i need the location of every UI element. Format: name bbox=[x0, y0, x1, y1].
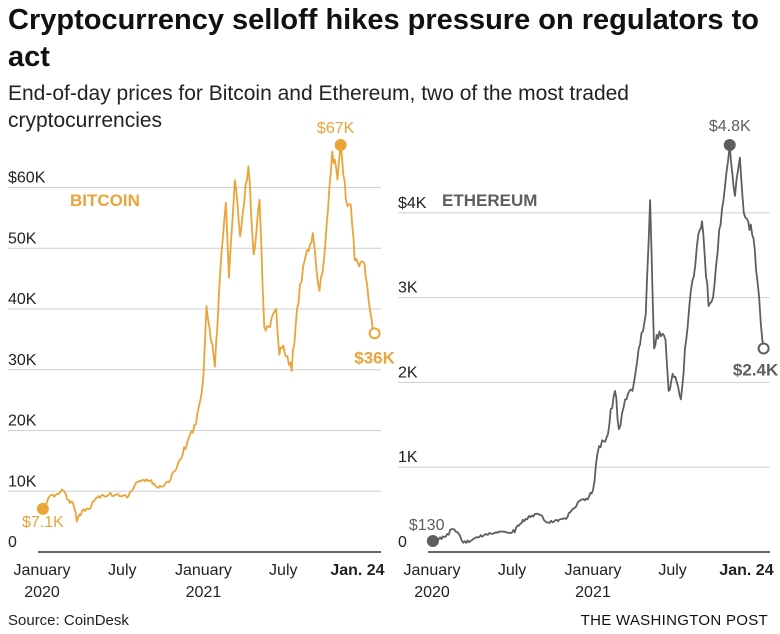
bitcoin-y-tick-label: 50K bbox=[8, 230, 37, 247]
bitcoin-x-tick-line: 2021 bbox=[186, 584, 222, 601]
bitcoin-x-tick-line: January bbox=[175, 562, 232, 579]
source-note: Source: CoinDesk bbox=[8, 612, 129, 629]
bitcoin-x-tick-line: July bbox=[108, 562, 136, 579]
ethereum-annotation-label: $2.4K bbox=[733, 361, 779, 380]
ethereum-y-tick-label: 0 bbox=[398, 534, 407, 551]
ethereum-y-tick-label: 1K bbox=[398, 449, 418, 466]
bitcoin-x-tick-line: Jan. 24 bbox=[330, 562, 384, 579]
ethereum-annotation-label: $130 bbox=[409, 517, 445, 534]
ethereum-x-tick-line: January bbox=[565, 562, 622, 579]
bitcoin-y-tick-label: 0 bbox=[8, 534, 17, 551]
bitcoin-series-label: BITCOIN bbox=[70, 191, 140, 210]
bitcoin-y-tick-label: 40K bbox=[8, 291, 37, 308]
headline: Cryptocurrency selloff hikes pressure on… bbox=[8, 4, 759, 73]
bitcoin-annotation-marker bbox=[368, 327, 381, 340]
ethereum-x-tick-label: July bbox=[658, 562, 686, 579]
bitcoin-y-tick-label: $60K bbox=[8, 170, 46, 187]
ethereum-x-tick-line: Jan. 24 bbox=[719, 562, 773, 579]
ethereum-price-line bbox=[431, 144, 765, 544]
ethereum-annotation-marker bbox=[723, 139, 736, 151]
ethereum-x-tick-line: 2020 bbox=[414, 584, 450, 601]
bitcoin-annotation-marker bbox=[36, 502, 49, 515]
bitcoin-y-tick-label: 10K bbox=[8, 473, 37, 490]
bitcoin-x-tick-line: 2020 bbox=[24, 584, 60, 601]
ethereum-y-tick-label: $4K bbox=[398, 195, 427, 212]
ethereum-x-tick-line: 2021 bbox=[575, 584, 611, 601]
bitcoin-x-tick-label: Jan. 24 bbox=[330, 562, 384, 579]
ethereum-x-tick-line: January bbox=[404, 562, 461, 579]
bitcoin-price-line bbox=[41, 144, 376, 523]
ethereum-x-tick-label: January 2020 bbox=[404, 562, 461, 601]
publisher-credit: THE WASHINGTON POST bbox=[580, 612, 768, 629]
ethereum-annotation-marker bbox=[426, 534, 439, 547]
ethereum-x-tick-label: July bbox=[498, 562, 526, 579]
ethereum-annotation-marker bbox=[757, 342, 770, 355]
bitcoin-x-tick-line: July bbox=[269, 562, 297, 579]
bitcoin-y-tick-label: 30K bbox=[8, 352, 37, 369]
bitcoin-x-tick-label: July bbox=[269, 562, 297, 579]
ethereum-y-tick-label: 3K bbox=[398, 280, 418, 297]
ethereum-chart: 0 1K 2K 3K $4K January 2020 July January 2021 July… bbox=[398, 118, 779, 601]
ethereum-y-tick-label: 2K bbox=[398, 364, 418, 381]
ethereum-x-tick-label: January 2021 bbox=[565, 562, 622, 601]
ethereum-x-tick-label: Jan. 24 bbox=[719, 562, 773, 579]
bitcoin-x-tick-label: July bbox=[108, 562, 136, 579]
bitcoin-annotation-label: $36K bbox=[354, 348, 395, 367]
bitcoin-x-tick-label: January 2021 bbox=[175, 562, 232, 601]
bitcoin-chart: 0 10K 20K 30K 40K 50K $60K January 2020 July Janua… bbox=[8, 120, 396, 601]
bitcoin-x-tick-label: January 2020 bbox=[14, 562, 71, 601]
bitcoin-annotation-marker bbox=[334, 139, 347, 151]
bitcoin-annotation-label: $7.1K bbox=[22, 514, 64, 531]
bitcoin-y-tick-label: 20K bbox=[8, 413, 37, 430]
bitcoin-x-tick-line: January bbox=[14, 562, 71, 579]
bitcoin-annotation-label: $67K bbox=[317, 120, 355, 137]
ethereum-series-label: ETHEREUM bbox=[442, 191, 537, 210]
ethereum-x-tick-line: July bbox=[658, 562, 686, 579]
ethereum-annotation-label: $4.8K bbox=[709, 118, 751, 135]
subheadline: End-of-day prices for Bitcoin and Ethere… bbox=[8, 82, 629, 132]
ethereum-x-tick-line: July bbox=[498, 562, 526, 579]
